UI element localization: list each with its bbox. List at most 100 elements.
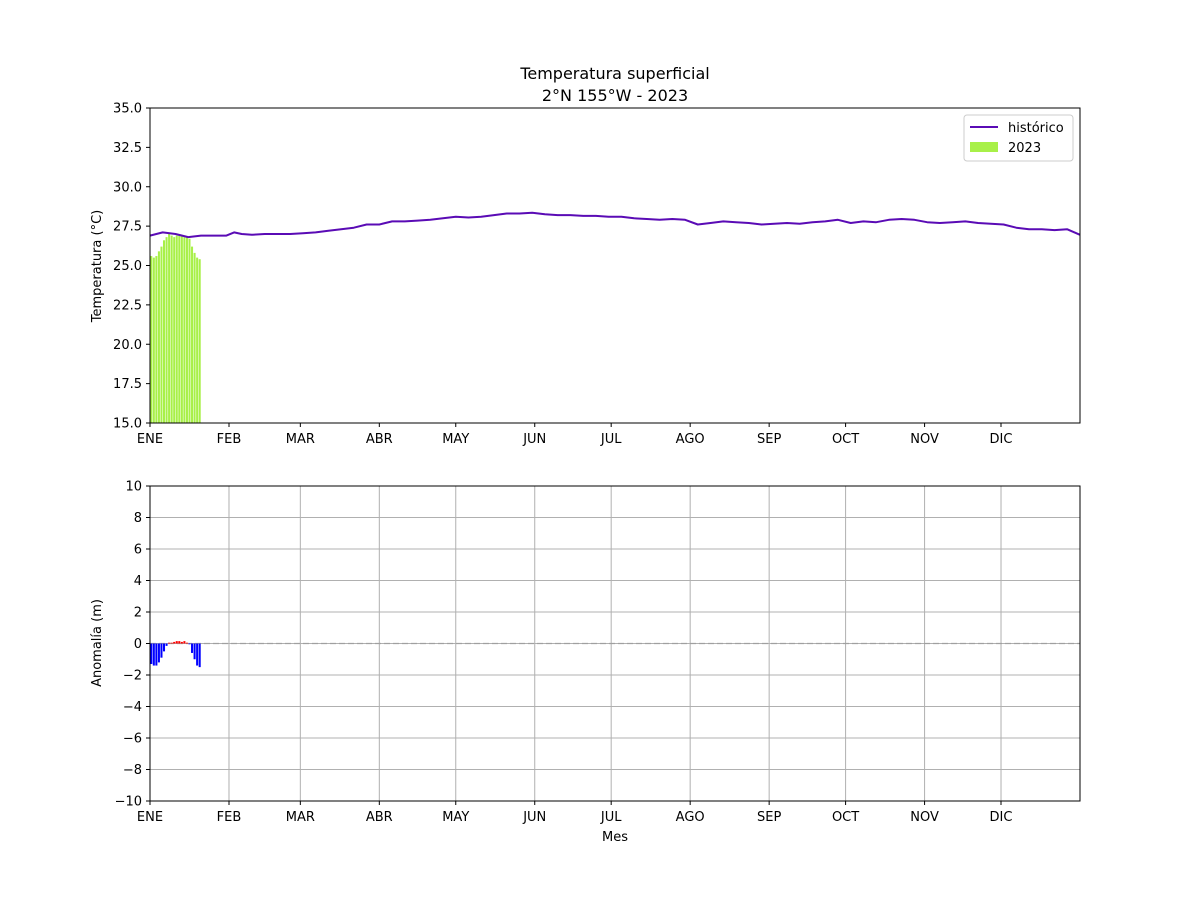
temperature-y-tick-label: 15.0	[113, 417, 142, 432]
anomaly-y-tick-label: 6	[134, 543, 142, 558]
temperature-x-tick-label: MAY	[442, 432, 469, 447]
anomaly-y-axis-label: Anomalía (m)	[90, 599, 105, 687]
temperature-panel: 15.0 17.5 20.0 22.5 25.0 27.5 30.0 32.5 35.0 ENE…	[90, 102, 1081, 447]
anomaly-bar	[155, 643, 158, 666]
year-bar	[155, 256, 158, 423]
legend: histórico 2023	[963, 114, 1074, 162]
anomaly-bar	[152, 643, 155, 666]
anomaly-bar	[168, 642, 171, 644]
temperature-x-tick-label: FEB	[217, 432, 242, 447]
anomaly-x-tick-label: ENE	[137, 810, 163, 825]
anomaly-bar	[180, 641, 183, 644]
temperature-x-tick-label: SEP	[757, 432, 781, 447]
anomaly-bar	[150, 643, 153, 664]
chart-title-line1: Temperatura superficial	[519, 64, 709, 83]
anomaly-x-tick-label: DIC	[990, 810, 1013, 825]
year-bar	[165, 237, 168, 423]
anomaly-y-tick-label: −2	[123, 669, 142, 684]
anomaly-y-tick-label: 4	[134, 574, 142, 589]
anomaly-bars-series	[150, 641, 201, 668]
anomaly-x-axis-label: Mes	[602, 830, 628, 845]
anomaly-bar	[196, 643, 199, 666]
anomaly-x-tick-label: OCT	[832, 810, 859, 825]
temperature-x-tick-label: MAR	[286, 432, 315, 447]
legend-historic-label: histórico	[1008, 121, 1064, 136]
anomaly-bar	[157, 643, 160, 663]
anomaly-x-tick-label: SEP	[757, 810, 781, 825]
anomaly-bar	[198, 643, 201, 668]
historic-line-series	[149, 211, 1081, 239]
year-bar	[168, 234, 171, 423]
year-bar	[150, 256, 153, 423]
temperature-y-tick-label: 20.0	[113, 338, 142, 353]
anomaly-y-tick-label: −4	[123, 700, 142, 715]
anomaly-plot-frame	[149, 485, 1081, 802]
anomaly-y-tick-label: 0	[134, 637, 142, 652]
year-bar	[196, 257, 199, 423]
anomaly-x-tick-label: FEB	[217, 810, 242, 825]
year-bar	[162, 240, 166, 423]
legend-2023-swatch	[970, 142, 998, 152]
temperature-x-tick-label: JUN	[522, 432, 546, 447]
temperature-x-tick-label: JUL	[600, 432, 622, 447]
temperature-y-tick-label: 27.5	[113, 220, 142, 235]
anomaly-bar	[188, 643, 191, 645]
anomaly-bar	[170, 642, 173, 644]
year-bar	[183, 237, 186, 423]
anomaly-x-tick-label: MAR	[286, 810, 315, 825]
year-bar	[185, 237, 188, 423]
anomaly-panel: 10 8 6 4 2 0 −2 −4 −6 −8 −10 ENE FEB MAR ABR MAY JUN JUL…	[90, 480, 1081, 845]
chart-title-line2: 2°N 155°W - 2023	[542, 86, 688, 105]
anomaly-bar	[173, 641, 176, 644]
temperature-y-tick-label: 17.5	[113, 377, 142, 392]
year-bar	[188, 238, 191, 423]
year-bar	[193, 252, 196, 423]
anomaly-bar	[162, 643, 166, 652]
year-bar	[173, 237, 176, 423]
anomaly-bar	[185, 642, 188, 644]
anomaly-bar	[165, 643, 168, 646]
anomaly-y-tick-label: 2	[134, 606, 142, 621]
year-bar	[198, 259, 201, 423]
anomaly-x-tick-label: ABR	[366, 810, 393, 825]
anomaly-x-tick-label: JUL	[600, 810, 622, 825]
anomaly-bar	[160, 643, 163, 658]
temperature-y-tick-label: 25.0	[113, 259, 142, 274]
temperature-x-tick-label: OCT	[832, 432, 859, 447]
year-bar	[178, 234, 181, 423]
temperature-x-tick-label: AGO	[676, 432, 705, 447]
anomaly-y-tick-label: −6	[123, 732, 142, 747]
year-bar	[180, 235, 183, 423]
anomaly-y-tick-label: 8	[134, 511, 142, 526]
year-bar	[157, 251, 160, 423]
historic-line	[149, 211, 1081, 239]
temperature-plot-frame	[149, 107, 1081, 424]
anomaly-x-tick-label: JUN	[522, 810, 546, 825]
temperature-x-tick-label: ENE	[137, 432, 163, 447]
year-bar	[175, 235, 178, 423]
year-bar	[160, 246, 163, 423]
anomaly-y-tick-label: 10	[125, 480, 142, 495]
temperature-y-tick-label: 32.5	[113, 141, 142, 156]
anomaly-bar	[191, 643, 194, 653]
anomaly-y-tick-label: −10	[115, 795, 142, 810]
temperature-y-ticks: 15.0 17.5 20.0 22.5 25.0 27.5 30.0 32.5 35.0	[113, 102, 150, 432]
year-bar	[152, 257, 155, 423]
temperature-x-ticks: ENE FEB MAR ABR MAY JUN JUL AGO SEP OCT NOV DIC	[137, 423, 1013, 447]
anomaly-x-tick-label: MAY	[442, 810, 469, 825]
temperature-x-tick-label: ABR	[366, 432, 393, 447]
temperature-x-tick-label: NOV	[910, 432, 939, 447]
temperature-y-tick-label: 30.0	[113, 180, 142, 195]
anomaly-x-tick-label: AGO	[676, 810, 705, 825]
temperature-y-axis-label: Temperatura (°C)	[90, 210, 105, 323]
year-bar	[170, 235, 173, 423]
temperature-x-tick-label: DIC	[990, 432, 1013, 447]
anomaly-y-tick-label: −8	[123, 763, 142, 778]
anomaly-bar	[178, 641, 181, 644]
year-bar	[191, 246, 194, 423]
anomaly-bar	[175, 641, 178, 644]
temperature-y-tick-label: 35.0	[113, 102, 142, 117]
anomaly-bar	[193, 643, 196, 660]
